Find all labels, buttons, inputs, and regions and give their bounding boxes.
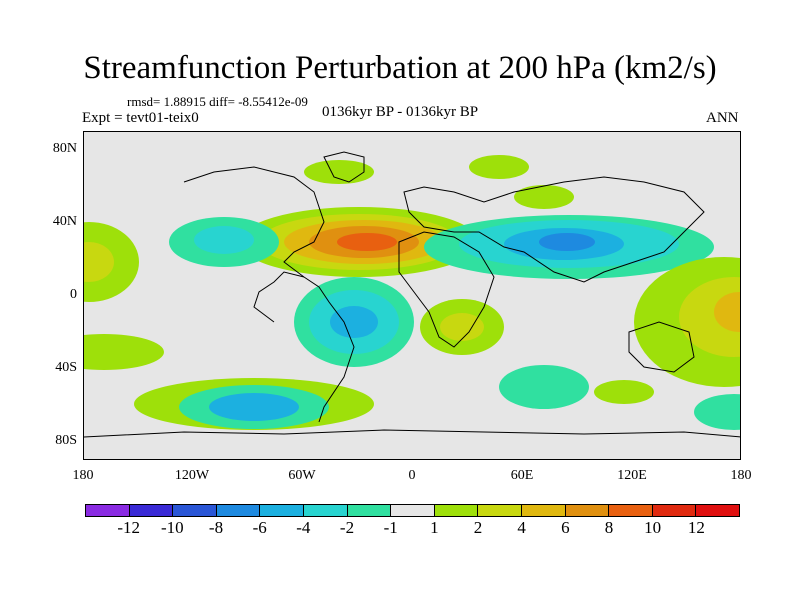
central-america-coast — [253, 271, 305, 323]
period-label: 0136kyr BP - 0136kyr BP — [322, 104, 479, 120]
page-title: Streamfunction Perturbation at 200 hPa (… — [83, 50, 717, 86]
eurasia-coast — [403, 176, 705, 283]
colorbar-swatch — [129, 505, 174, 516]
colorbar-swatch — [696, 505, 739, 516]
contour-blob — [440, 313, 484, 341]
colorbar-label: 4 — [517, 518, 526, 537]
contour-blob — [84, 334, 164, 370]
lon-label: 0 — [408, 468, 416, 483]
colorbar-swatch — [652, 505, 697, 516]
australia-coast — [628, 321, 695, 373]
colorbar-label: -10 — [160, 518, 184, 537]
lat-label: 40N — [52, 214, 77, 229]
colorbar-swatch — [391, 505, 435, 516]
colorbar-swatch — [173, 505, 217, 516]
colorbar-swatch — [521, 505, 566, 516]
colorbar-label: -6 — [252, 518, 267, 537]
contour-blob — [337, 233, 397, 251]
colorbar-swatch — [303, 505, 348, 516]
contour-blob — [304, 160, 374, 184]
contour-blob — [469, 155, 529, 179]
colorbar-label: -1 — [383, 518, 398, 537]
colorbar-label: -8 — [208, 518, 224, 537]
contour-blob — [594, 380, 654, 404]
contour-fills — [84, 155, 740, 430]
contour-blob — [714, 292, 740, 332]
colorbar-label: 12 — [687, 518, 705, 537]
lon-label: 60W — [288, 468, 316, 483]
colorbar-swatch — [260, 505, 304, 516]
rmsd-stat: rmsd= 1.88915 diff= -8.55412e-09 — [127, 94, 308, 109]
greenland-coast — [323, 151, 365, 183]
contour-blob — [209, 393, 299, 421]
lon-label: 120W — [174, 468, 210, 483]
americas-coast — [183, 166, 355, 423]
colorbar-swatch — [86, 505, 130, 516]
map-svg — [84, 132, 740, 459]
season-label: ANN — [706, 110, 739, 126]
colorbar-swatch — [216, 505, 261, 516]
contour-blob — [539, 233, 595, 251]
colorbar-label: 6 — [561, 518, 570, 537]
colorbar-label: 1 — [430, 518, 439, 537]
colorbar-label: -12 — [117, 518, 140, 537]
map-panel — [83, 131, 741, 460]
colorbar-swatch — [478, 505, 522, 516]
contour-blob — [499, 365, 589, 409]
colorbar-label: -2 — [339, 518, 355, 537]
colorbar-swatch — [347, 505, 392, 516]
lon-label: 180 — [730, 468, 752, 483]
lon-label: 180 — [72, 468, 94, 483]
colorbar-label: -4 — [296, 518, 311, 537]
contour-blob — [84, 242, 114, 282]
antarctica-coast — [84, 429, 740, 438]
contour-blob — [514, 185, 574, 209]
lon-label: 120E — [617, 468, 647, 483]
lat-label: 80S — [55, 433, 77, 448]
colorbar-label: 2 — [473, 518, 483, 537]
contour-blob — [330, 306, 378, 338]
lat-label: 40S — [55, 360, 77, 375]
lat-label: 0 — [70, 287, 77, 302]
lon-label: 60E — [510, 468, 534, 483]
colorbar — [85, 504, 740, 517]
colorbar-label: 8 — [604, 518, 614, 537]
contour-blob — [694, 394, 740, 430]
africa-coast — [398, 231, 495, 348]
colorbar-swatch — [609, 505, 653, 516]
experiment-label: Expt = tevt01-teix0 — [82, 110, 199, 126]
contour-blob — [194, 226, 254, 254]
colorbar-swatch — [434, 505, 479, 516]
colorbar-label: 10 — [644, 518, 662, 537]
colorbar-swatch — [565, 505, 610, 516]
lat-label: 80N — [52, 141, 77, 156]
coastlines — [84, 151, 740, 438]
